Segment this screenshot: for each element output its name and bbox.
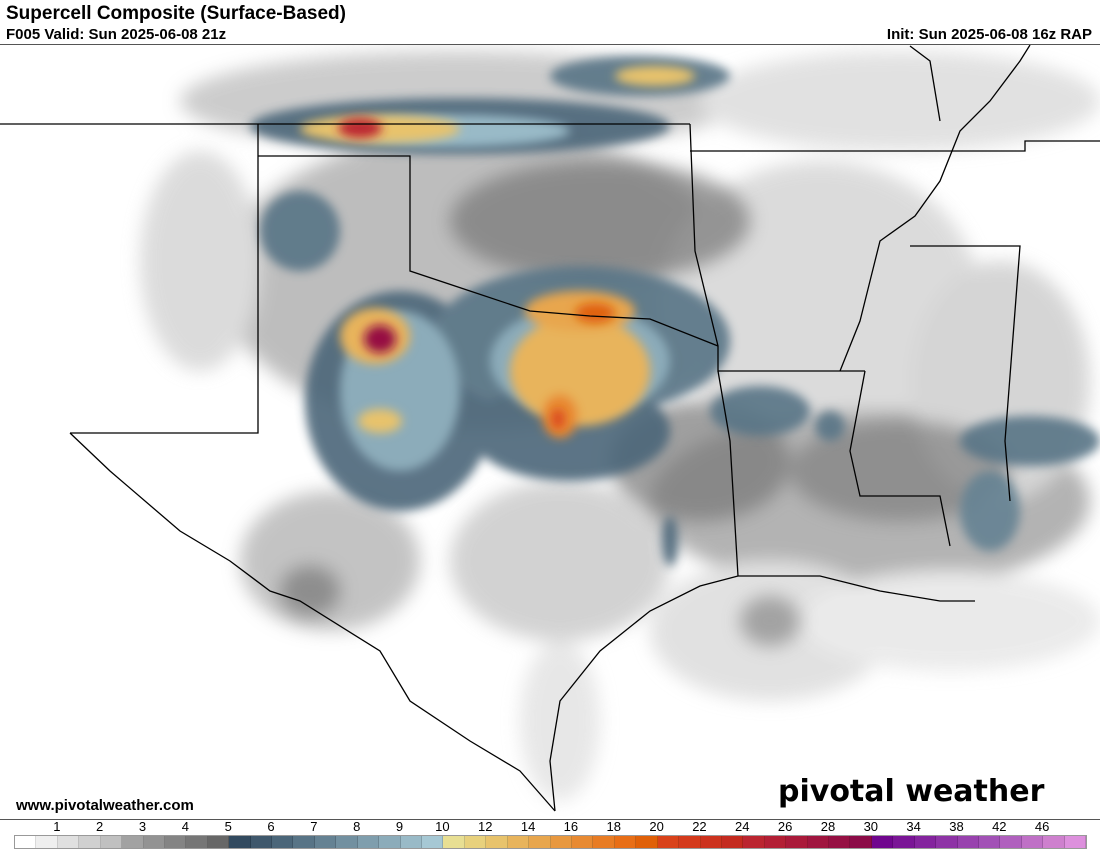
colorbar-swatch: [357, 836, 380, 848]
colorbar-label: 7: [310, 819, 318, 834]
colorbar-label: 38: [949, 819, 964, 834]
colorbar-swatch: [229, 836, 251, 848]
field-red: [338, 118, 615, 429]
colorbar-swatch: [336, 836, 358, 848]
colorbar-label: 2: [96, 819, 104, 834]
colorbar-label: 10: [435, 819, 450, 834]
colorbar-swatch: [207, 836, 230, 848]
colorbar-label: 34: [906, 819, 921, 834]
colorbar-swatch: [250, 836, 273, 848]
website-url[interactable]: www.pivotalweather.com: [16, 797, 194, 814]
colorbar-swatch: [443, 836, 465, 848]
colorbar-swatch: [614, 836, 637, 848]
pivotal-weather-logo: pivotal weather: [778, 774, 1045, 809]
colorbar-label: 22: [692, 819, 707, 834]
colorbar-label: 18: [606, 819, 621, 834]
colorbar-swatch: [57, 836, 80, 848]
colorbar-label: 46: [1034, 819, 1050, 834]
colorbar-swatch: [422, 836, 444, 848]
colorbar-swatch: [914, 836, 937, 848]
colorbar-label: 16: [563, 819, 579, 834]
colorbar-swatch: [293, 836, 315, 848]
colorbar-swatch: [186, 836, 208, 848]
colorbar-swatch: [850, 836, 872, 848]
colorbar-label: 24: [735, 819, 750, 834]
map-canvas: [0, 45, 1100, 812]
colorbar-swatch: [143, 836, 165, 848]
colorbar-swatch: [100, 836, 123, 848]
colorbar-swatch: [529, 836, 551, 848]
colorbar-swatch: [743, 836, 765, 848]
colorbar-label: 1: [53, 819, 61, 834]
colorbar-swatch: [571, 836, 594, 848]
field-dark-gray: [280, 161, 1010, 646]
colorbar-swatch: [893, 836, 915, 848]
colorbar-swatch: [807, 836, 830, 848]
colorbar-label: 4: [181, 819, 189, 834]
colorbar-swatch: [679, 836, 701, 848]
colorbar-label: 5: [224, 819, 232, 834]
colorbar-swatch: [829, 836, 851, 848]
colorbar-swatch: [164, 836, 187, 848]
colorbar-swatch: [272, 836, 294, 848]
colorbar-label: 3: [138, 819, 147, 834]
colorbar-swatch: [871, 836, 894, 848]
colorbar-swatch: [593, 836, 615, 848]
colorbar-swatch: [1021, 836, 1044, 848]
colorbar-label: 14: [520, 819, 536, 834]
colorbar-swatch: [550, 836, 572, 848]
colorbar-swatch: [79, 836, 101, 848]
colorbar-label: 12: [478, 819, 493, 834]
colorbar-swatch: [486, 836, 508, 848]
colorbar-swatch: [978, 836, 1001, 848]
colorbar-swatch: [464, 836, 487, 848]
product-title: Supercell Composite (Surface-Based): [6, 3, 346, 24]
colorbar-swatch: [957, 836, 979, 848]
colorbar-swatch: [1043, 836, 1065, 848]
init-time: Init: Sun 2025-06-08 16z RAP: [886, 26, 1092, 43]
colorbar-swatch: [36, 836, 58, 848]
colorbar-swatch: [15, 836, 37, 848]
colorbar-swatch: [122, 836, 144, 848]
colorbar-label: 6: [267, 819, 275, 834]
colorbar-label: 30: [863, 819, 879, 834]
colorbar-label: 28: [820, 819, 836, 834]
colorbar-swatch: [507, 836, 530, 848]
colorbar-swatch: [936, 836, 958, 848]
colorbar-label: 9: [395, 819, 404, 834]
colorbar-swatch: [764, 836, 787, 848]
colorbar-swatch: [721, 836, 744, 848]
state-borders: [0, 45, 1100, 812]
colorbar-swatch: [400, 836, 423, 848]
colorbar-label: 42: [992, 819, 1007, 834]
weather-map[interactable]: [0, 44, 1100, 820]
colorbar-swatch: [786, 836, 808, 848]
colorbar-swatch: [657, 836, 680, 848]
colorbar-label: 26: [777, 819, 793, 834]
colorbar-swatch: [379, 836, 401, 848]
colorbar-swatch: [1064, 836, 1087, 848]
colorbar-swatch: [636, 836, 658, 848]
colorbar-swatch: [314, 836, 337, 848]
colorbar: [14, 835, 1087, 849]
valid-time: F005 Valid: Sun 2025-06-08 21z: [6, 26, 227, 43]
colorbar-swatch: [700, 836, 722, 848]
colorbar-label: 20: [649, 819, 664, 834]
colorbar-label: 8: [353, 819, 361, 834]
colorbar-swatch: [1000, 836, 1022, 848]
